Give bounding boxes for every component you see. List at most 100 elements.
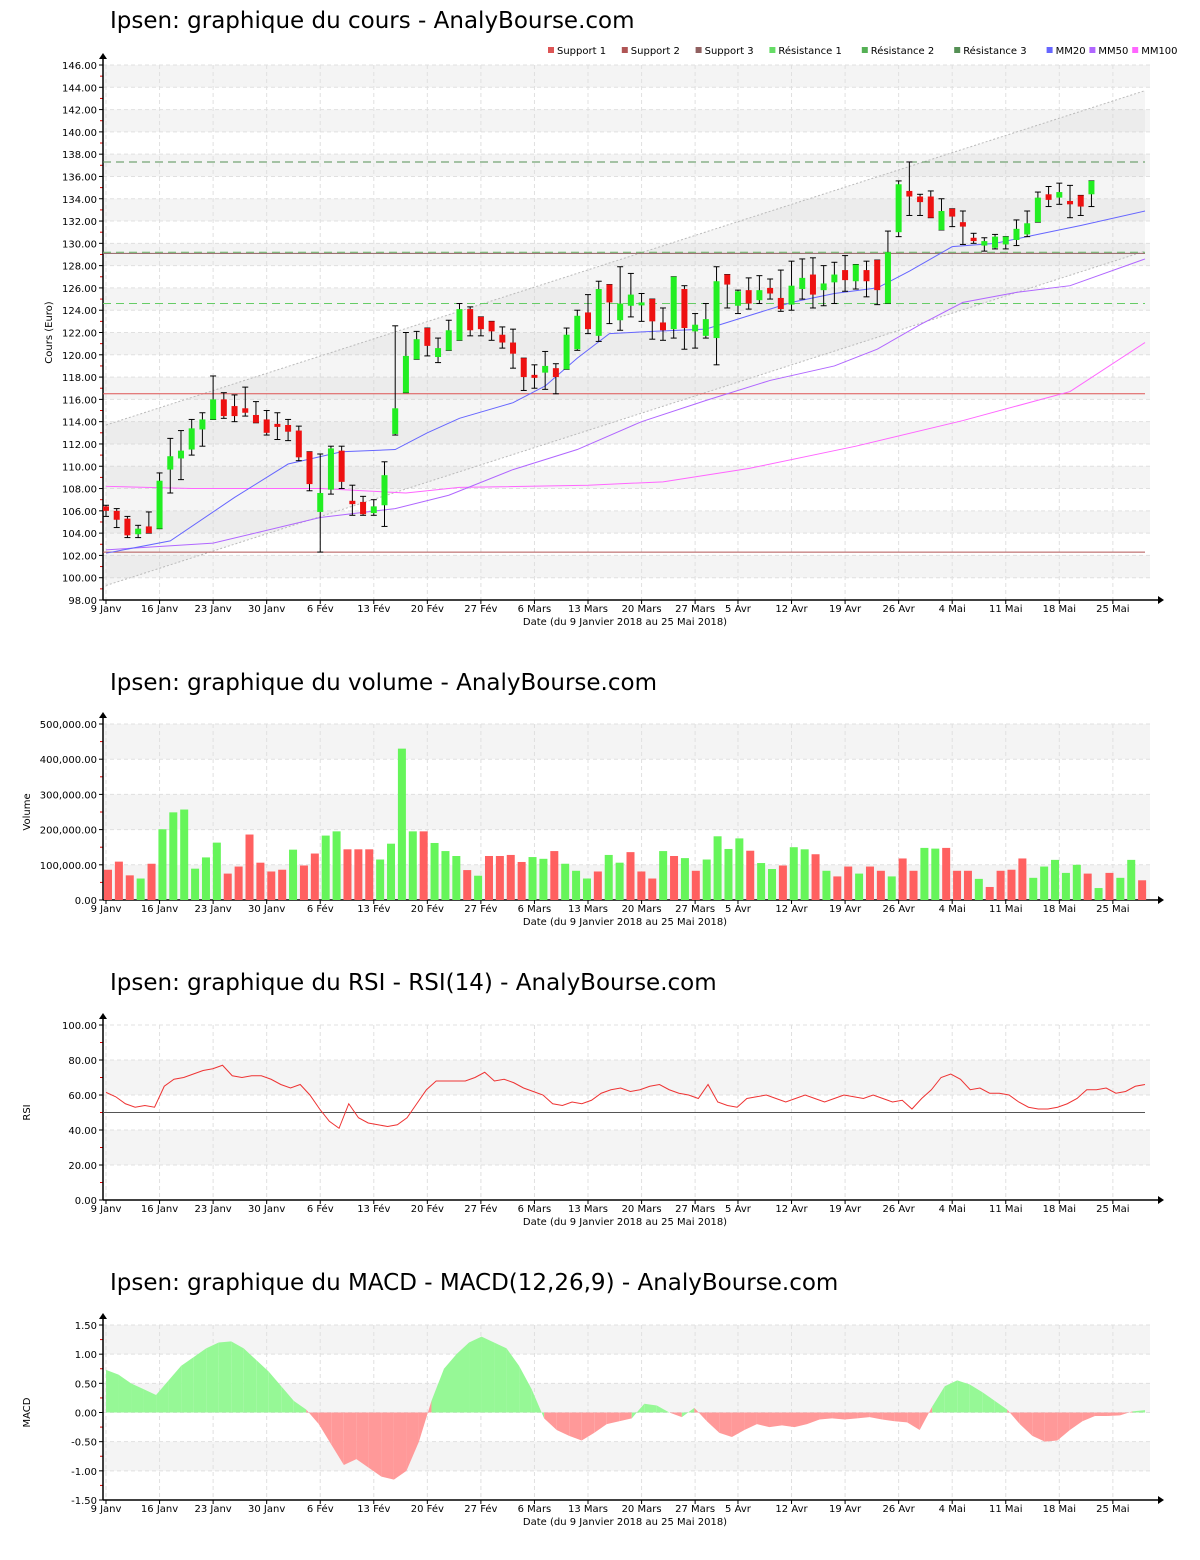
legend-label: Support 1: [557, 46, 606, 57]
candle-body: [424, 328, 431, 346]
macd-area: [832, 1412, 845, 1420]
macd-area: [206, 1342, 219, 1413]
volume-bar: [811, 854, 820, 900]
macd-area: [932, 1386, 945, 1413]
y-axis-arrow: [99, 712, 107, 718]
volume-bar: [953, 870, 962, 900]
volume-bar: [419, 831, 428, 900]
candle-body: [295, 430, 302, 458]
volume-bar: [822, 870, 831, 900]
candle-body: [306, 451, 313, 485]
x-tick-label: 18 Mai: [1043, 604, 1076, 615]
candle-body: [884, 252, 891, 304]
candle-body: [135, 528, 142, 535]
y-tick-label: 118.00: [62, 373, 97, 384]
price-chart: 98.00 100.00 102.00 104.00 106.00 108.00 110.0…: [44, 45, 1178, 628]
macd-area: [731, 1412, 745, 1437]
x-tick-label: 26 Avr: [883, 904, 916, 915]
x-tick-label: 26 Avr: [883, 1204, 916, 1215]
volume-bar: [484, 856, 493, 900]
candle-body: [1002, 236, 1009, 245]
macd-chart: -1.50 -1.00 -0.50 0.00 0.50 1.00 1.50 9 Janv 16 …: [22, 1313, 1164, 1528]
x-tick-label: 11 Mai: [989, 604, 1022, 615]
y-tick-label: -0.50: [71, 1438, 97, 1449]
candle-body: [1013, 228, 1020, 240]
x-tick-label: 27 Mars: [675, 604, 715, 615]
x-tick-label: 19 Avr: [829, 904, 862, 915]
y-axis-arrow: [99, 53, 107, 59]
macd-area: [807, 1412, 820, 1425]
candle-body: [177, 450, 184, 459]
price-chart-title: Ipsen: graphique du cours - AnalyBourse.…: [110, 8, 635, 34]
x-tick-label: 30 Janv: [248, 604, 285, 615]
volume-bar: [963, 870, 972, 900]
volume-bar: [768, 869, 777, 900]
x-tick-label: 13 Fév: [357, 603, 390, 615]
y-tick-label: 140.00: [62, 128, 97, 139]
candle-body: [392, 408, 399, 434]
candle-body: [563, 334, 570, 370]
candle-body: [263, 419, 270, 433]
macd-area: [982, 1392, 995, 1413]
candle-body: [167, 456, 174, 470]
candle-body: [124, 518, 131, 536]
x-tick-label: 9 Janv: [91, 1504, 122, 1515]
y-tick-label: 0.00: [75, 1196, 97, 1207]
macd-area: [256, 1360, 269, 1413]
candle-body: [992, 236, 999, 248]
y-tick-label: 0.00: [75, 896, 97, 907]
y-tick-label: 100.00: [62, 574, 97, 585]
x-tick-label: 19 Avr: [829, 1504, 862, 1515]
x-axis-arrow: [1158, 596, 1164, 604]
x-tick-label: 23 Janv: [194, 604, 231, 615]
macd-area: [393, 1412, 407, 1480]
x-tick-label: 6 Fév: [307, 903, 334, 915]
volume-bar: [648, 878, 657, 900]
volume-bar: [746, 850, 755, 900]
volume-bar: [506, 854, 515, 900]
macd-area: [907, 1412, 920, 1430]
x-tick-label: 19 Avr: [829, 604, 862, 615]
volume-bar: [212, 842, 221, 900]
candle-body: [767, 287, 774, 294]
macd-area: [606, 1412, 620, 1425]
candle-body: [842, 270, 849, 281]
macd-area: [106, 1369, 119, 1413]
volume-bar: [321, 835, 330, 900]
macd-area: [1107, 1412, 1120, 1416]
candle-body: [820, 283, 827, 291]
volume-bar: [245, 834, 254, 900]
y-tick-label: 128.00: [62, 262, 97, 273]
x-tick-label: 20 Mars: [622, 904, 662, 915]
macd-area: [156, 1380, 169, 1413]
volume-bar: [876, 870, 885, 900]
x-tick-label: 11 Mai: [989, 1204, 1022, 1215]
band: [103, 109, 1150, 132]
macd-area: [494, 1342, 507, 1413]
volume-bar: [387, 843, 396, 900]
legend-swatch: [621, 47, 628, 53]
x-axis-label: Date (du 9 Janvier 2018 au 25 Mai 2018): [523, 917, 727, 928]
legend-label: MM100: [1141, 46, 1177, 57]
macd-area: [1132, 1410, 1145, 1413]
rsi-chart: 0.00 20.00 40.00 60.00 80.00 100.00 9 Janv 16 J…: [22, 1013, 1164, 1228]
x-tick-label: 6 Fév: [307, 1503, 334, 1515]
x-tick-label: 27 Mars: [675, 904, 715, 915]
legend-swatch: [548, 47, 554, 53]
candle-body: [285, 425, 292, 432]
volume-bar: [452, 856, 461, 900]
volume-bar: [1061, 872, 1070, 900]
x-tick-label: 25 Mai: [1096, 1504, 1129, 1515]
volume-bar: [430, 842, 439, 900]
band: [103, 65, 1150, 88]
volume-bar: [778, 865, 787, 900]
volume-bar: [920, 847, 929, 900]
macd-area: [193, 1348, 207, 1413]
x-tick-label: 25 Mai: [1096, 904, 1129, 915]
macd-area: [594, 1412, 607, 1433]
volume-bar: [757, 863, 766, 900]
x-tick-label: 20 Mars: [622, 1204, 662, 1215]
macd-area: [556, 1412, 570, 1436]
x-tick-label: 18 Mai: [1043, 904, 1076, 915]
y-axis-arrow: [99, 1013, 107, 1019]
